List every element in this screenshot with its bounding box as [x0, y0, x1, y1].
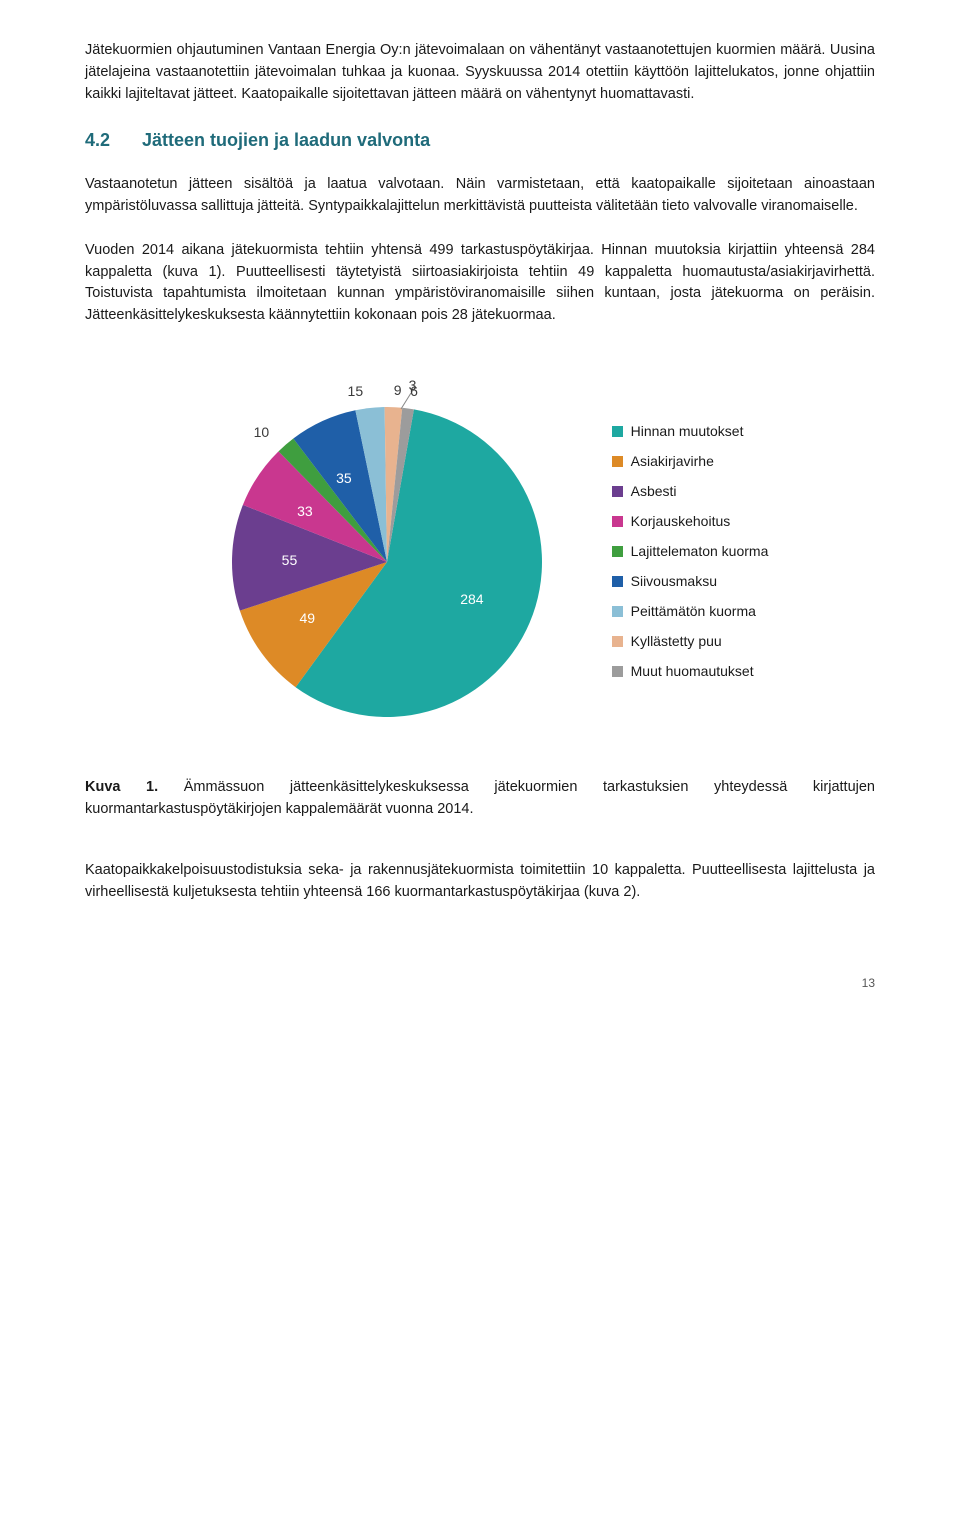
- pie-canvas: 284495533103515963: [192, 357, 582, 747]
- legend-item: Hinnan muutokset: [612, 421, 769, 442]
- section-title: Jätteen tuojien ja laadun valvonta: [142, 130, 430, 150]
- legend-item: Asiakirjavirhe: [612, 451, 769, 472]
- legend-item: Peittämätön kuorma: [612, 601, 769, 622]
- legend-label: Peittämätön kuorma: [631, 601, 756, 622]
- caption-lead: Kuva 1.: [85, 779, 158, 795]
- pie-legend: Hinnan muutokset Asiakirjavirhe Asbesti Kor…: [612, 421, 769, 682]
- legend-label: Korjauskehoitus: [631, 511, 731, 532]
- intro-paragraph: Jätekuormien ohjautuminen Vantaan Energi…: [85, 40, 875, 105]
- legend-label: Kyllästetty puu: [631, 631, 722, 652]
- legend-label: Siivousmaksu: [631, 571, 717, 592]
- page-number: 13: [85, 974, 875, 992]
- legend-label: Asiakirjavirhe: [631, 451, 714, 472]
- pie-slice-label: 10: [254, 422, 270, 443]
- legend-label: Hinnan muutokset: [631, 421, 744, 442]
- paragraph-3: Vuoden 2014 aikana jätekuormista tehtiin…: [85, 240, 875, 327]
- caption-rest: Ämmässuon jätteenkäsittelykeskuksessa jä…: [85, 779, 875, 817]
- section-heading: 4.2 Jätteen tuojien ja laadun valvonta: [85, 127, 875, 154]
- pie-slice-label: 15: [348, 381, 364, 402]
- paragraph-4: Kaatopaikkakelpoisuustodistuksia seka- j…: [85, 860, 875, 904]
- paragraph-2: Vastaanotetun jätteen sisältöä ja laatua…: [85, 174, 875, 218]
- legend-swatch: [612, 546, 623, 557]
- pie-outside-label: 3: [409, 375, 417, 396]
- legend-swatch: [612, 486, 623, 497]
- pie-slice-label: 9: [394, 380, 402, 401]
- legend-swatch: [612, 666, 623, 677]
- legend-item: Korjauskehoitus: [612, 511, 769, 532]
- pie-chart: 284495533103515963 Hinnan muutoksetAsiak…: [85, 357, 875, 747]
- legend-item: Kyllästetty puu: [612, 631, 769, 652]
- legend-swatch: [612, 636, 623, 647]
- legend-label: Lajittelematon kuorma: [631, 541, 769, 562]
- legend-item: Muut huomautukset: [612, 661, 769, 682]
- pie-slice-label: 284: [460, 589, 483, 610]
- legend-label: Asbesti: [631, 481, 677, 502]
- pie-slice-label: 33: [297, 501, 313, 522]
- pie-slice-label: 35: [336, 468, 352, 489]
- legend-swatch: [612, 606, 623, 617]
- legend-item: Asbesti: [612, 481, 769, 502]
- legend-swatch: [612, 576, 623, 587]
- legend-item: Lajittelematon kuorma: [612, 541, 769, 562]
- legend-swatch: [612, 456, 623, 467]
- pie-slice-label: 55: [282, 550, 298, 571]
- pie-slice-label: 49: [299, 608, 315, 629]
- legend-swatch: [612, 516, 623, 527]
- figure-caption: Kuva 1. Ämmässuon jätteenkäsittelykeskuk…: [85, 777, 875, 821]
- section-number: 4.2: [85, 127, 137, 154]
- legend-label: Muut huomautukset: [631, 661, 754, 682]
- legend-swatch: [612, 426, 623, 437]
- legend-item: Siivousmaksu: [612, 571, 769, 592]
